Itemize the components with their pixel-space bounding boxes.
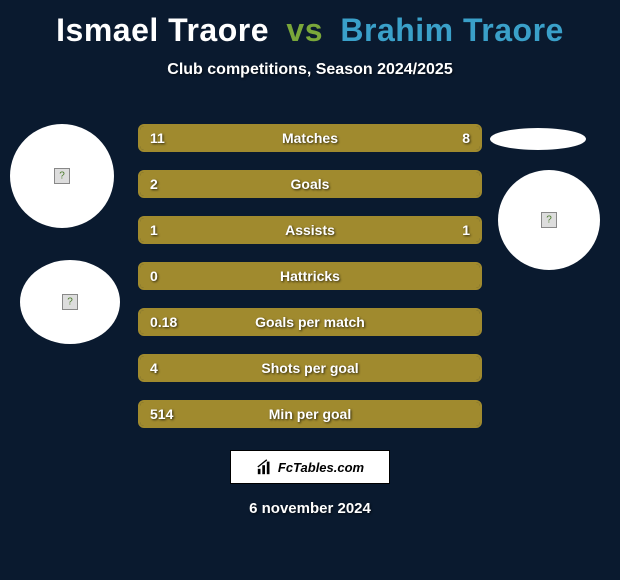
player2-name: Brahim Traore	[340, 12, 563, 48]
stat-left-value: 0.18	[150, 314, 177, 330]
stat-left-value: 2	[150, 176, 158, 192]
stat-label: Assists	[285, 222, 335, 238]
stat-left-value: 1	[150, 222, 158, 238]
stat-row: 2 Goals	[138, 170, 482, 198]
stat-row: 514 Min per goal	[138, 400, 482, 428]
footer-date: 6 november 2024	[249, 500, 371, 517]
stat-row: 1 Assists 1	[138, 216, 482, 244]
stat-row: 0 Hattricks	[138, 262, 482, 290]
stat-row: 11 Matches 8	[138, 124, 482, 152]
stats-panel: 11 Matches 8 2 Goals 1 Assists 1 0 Hattr…	[138, 124, 482, 446]
bar-chart-icon	[256, 458, 274, 476]
stat-label: Hattricks	[280, 268, 340, 284]
subtitle: Club competitions, Season 2024/2025	[0, 61, 620, 79]
stat-label: Min per goal	[269, 406, 351, 422]
stat-left-value: 11	[150, 130, 165, 146]
avatar-right-1	[490, 128, 586, 150]
image-placeholder-icon	[541, 212, 557, 228]
avatar-left-2	[20, 260, 120, 344]
stat-left-value: 514	[150, 406, 173, 422]
stat-label: Shots per goal	[261, 360, 358, 376]
stat-row: 0.18 Goals per match	[138, 308, 482, 336]
avatar-left-1	[10, 124, 114, 228]
stat-label: Goals	[291, 176, 330, 192]
badge-text: FcTables.com	[278, 460, 364, 475]
stat-row: 4 Shots per goal	[138, 354, 482, 382]
image-placeholder-icon	[62, 294, 78, 310]
avatar-right-2	[498, 170, 600, 270]
source-badge[interactable]: FcTables.com	[230, 450, 390, 484]
stat-left-value: 4	[150, 360, 158, 376]
stat-label: Goals per match	[255, 314, 365, 330]
image-placeholder-icon	[54, 168, 70, 184]
stat-left-value: 0	[150, 268, 158, 284]
player1-name: Ismael Traore	[56, 12, 269, 48]
stat-label: Matches	[282, 130, 338, 146]
vs-text: vs	[286, 12, 323, 48]
page-title: Ismael Traore vs Brahim Traore	[0, 0, 620, 49]
stat-right-value: 1	[462, 222, 470, 238]
stat-right-value: 8	[462, 130, 470, 146]
